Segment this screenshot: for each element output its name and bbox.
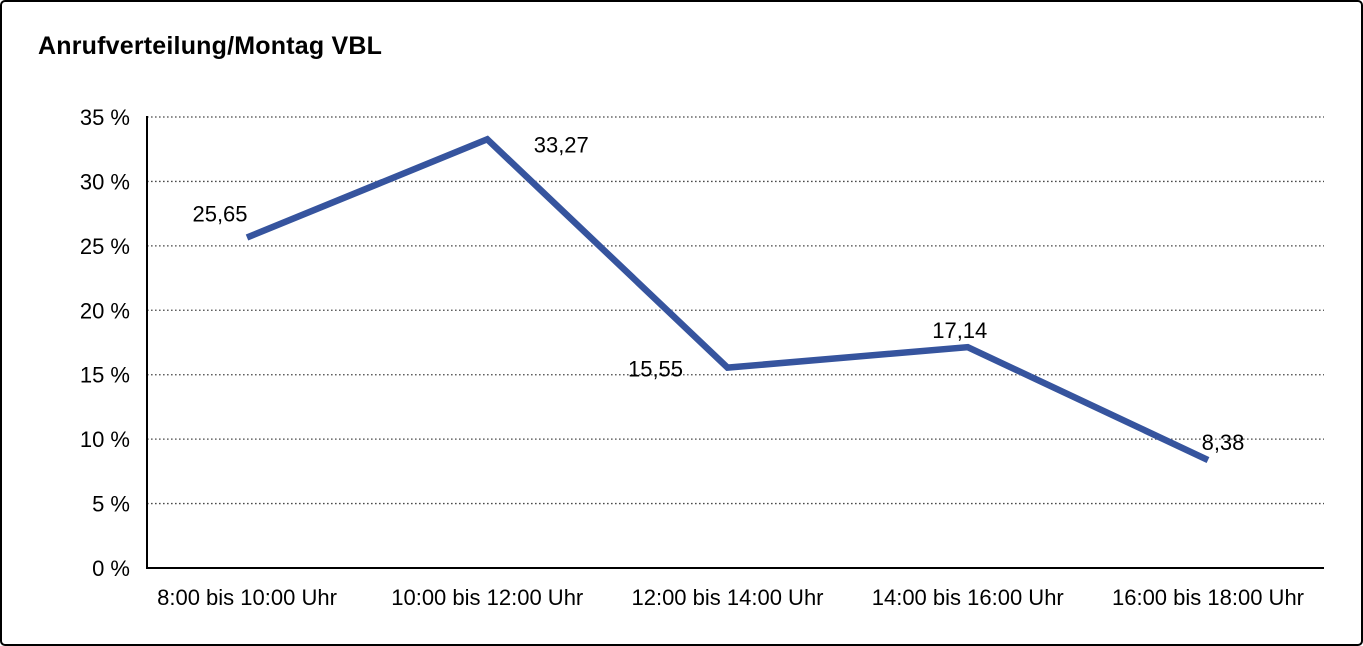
series-line (245, 135, 1210, 463)
y-axis-tick-labels: 0 % 5 % 10 % 15 % 20 % 25 % 30 % 35 % (80, 105, 130, 581)
y-tick-label: 30 % (80, 169, 130, 194)
data-label: 15,55 (628, 357, 683, 382)
data-label: 8,38 (1202, 430, 1245, 455)
data-label: 33,27 (534, 132, 589, 157)
x-category-label: 10:00 bis 12:00 Uhr (391, 585, 583, 610)
x-category-label: 12:00 bis 14:00 Uhr (631, 585, 823, 610)
data-label: 25,65 (192, 201, 247, 226)
axes (146, 116, 1324, 569)
x-category-label: 8:00 bis 10:00 Uhr (157, 585, 337, 610)
y-tick-label: 25 % (80, 234, 130, 259)
y-tick-label: 35 % (80, 105, 130, 130)
data-label: 17,14 (932, 318, 987, 343)
gridlines (147, 116, 1324, 505)
y-tick-label: 0 % (92, 556, 130, 581)
y-tick-label: 5 % (92, 492, 130, 517)
y-tick-label: 20 % (80, 298, 130, 323)
y-tick-label: 10 % (80, 427, 130, 452)
x-category-label: 14:00 bis 16:00 Uhr (872, 585, 1064, 610)
data-labels: 25,65 33,27 15,55 17,14 8,38 (192, 132, 1244, 455)
x-category-label: 16:00 bis 18:00 Uhr (1112, 585, 1304, 610)
chart-title: Anrufverteilung/Montag VBL (38, 32, 383, 60)
x-axis-category-labels: 8:00 bis 10:00 Uhr 10:00 bis 12:00 Uhr 12:… (157, 585, 1304, 610)
data-series (245, 135, 1210, 463)
y-tick-label: 15 % (80, 363, 130, 388)
